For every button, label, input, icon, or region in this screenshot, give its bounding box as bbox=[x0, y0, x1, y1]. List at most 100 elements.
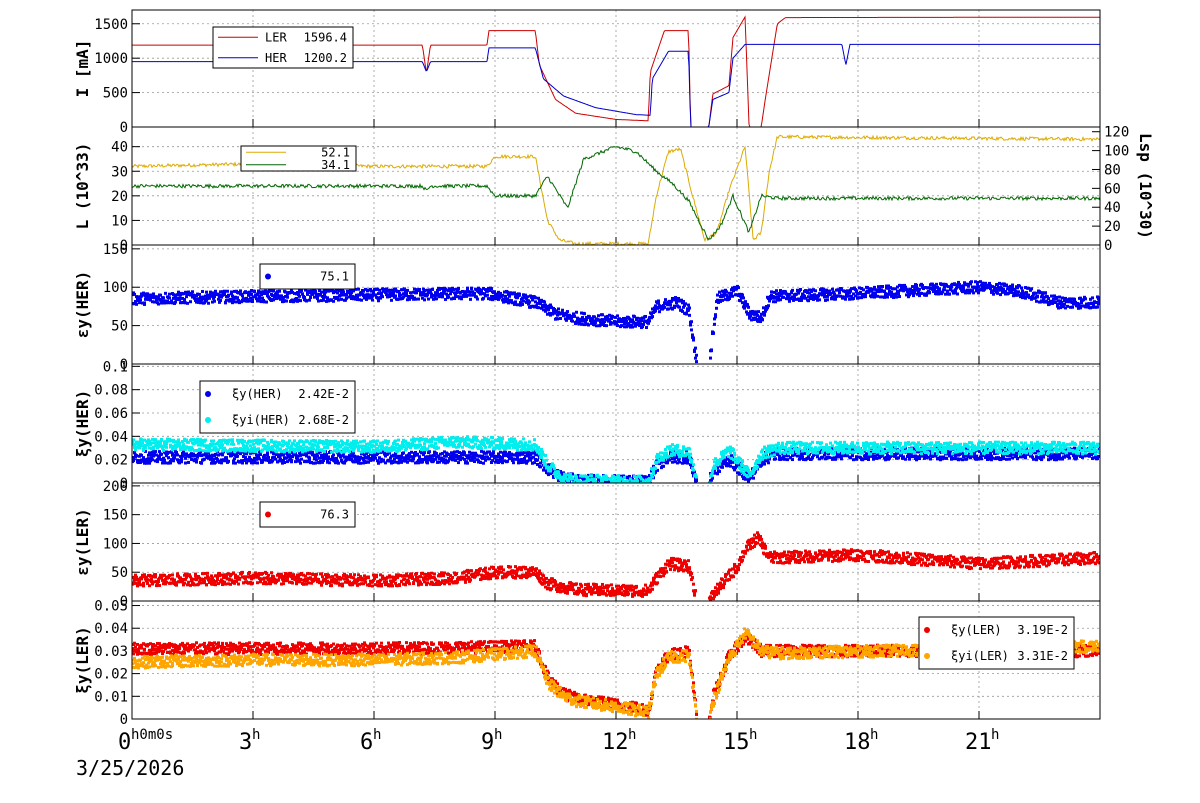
series-point bbox=[928, 291, 931, 294]
series-point bbox=[541, 450, 544, 453]
series-point bbox=[231, 438, 234, 441]
series-point bbox=[428, 450, 431, 453]
series-point bbox=[150, 442, 153, 445]
series-point bbox=[786, 458, 789, 461]
series-point bbox=[332, 300, 335, 303]
series-point bbox=[695, 360, 698, 363]
series-point bbox=[625, 319, 628, 322]
y-tick-label: 50 bbox=[111, 319, 128, 335]
series-point bbox=[614, 485, 617, 488]
series-point bbox=[1061, 296, 1064, 299]
series-point bbox=[280, 450, 283, 453]
series-point bbox=[399, 294, 402, 297]
series-point bbox=[514, 300, 517, 303]
y2-tick-label: 80 bbox=[1104, 162, 1121, 178]
series-point bbox=[274, 440, 277, 443]
series-point bbox=[178, 298, 181, 301]
series-point bbox=[575, 311, 578, 314]
series-point bbox=[172, 440, 175, 443]
series-point bbox=[775, 289, 778, 292]
series-point bbox=[223, 292, 226, 295]
series-point bbox=[1030, 298, 1033, 301]
series-point bbox=[544, 454, 547, 457]
series-point bbox=[308, 456, 311, 459]
series-point bbox=[895, 296, 898, 299]
series-point bbox=[500, 442, 503, 445]
series-point bbox=[734, 466, 737, 469]
series-point bbox=[214, 453, 217, 456]
series-point bbox=[689, 324, 692, 327]
series-point bbox=[1015, 454, 1018, 457]
data-layer bbox=[131, 280, 1102, 369]
series-point bbox=[639, 322, 642, 325]
series-point bbox=[154, 438, 157, 441]
series-point bbox=[857, 296, 860, 299]
series-point bbox=[474, 443, 477, 446]
series-point bbox=[479, 461, 482, 464]
series-point bbox=[553, 467, 556, 470]
legend-label: LER bbox=[265, 30, 287, 44]
series-point bbox=[346, 439, 349, 442]
series-point bbox=[405, 292, 408, 295]
series-point bbox=[775, 292, 778, 295]
series-point bbox=[468, 294, 471, 297]
series-point bbox=[213, 300, 216, 303]
series-point bbox=[886, 296, 889, 299]
series-point bbox=[309, 296, 312, 299]
series-point bbox=[466, 462, 469, 465]
series-point bbox=[865, 453, 868, 456]
series-point bbox=[384, 439, 387, 442]
series-point bbox=[597, 314, 600, 317]
series-point bbox=[162, 296, 165, 299]
series-point bbox=[737, 286, 740, 289]
series-point bbox=[616, 324, 619, 327]
series-point bbox=[375, 443, 378, 446]
series-point bbox=[203, 458, 206, 461]
series-point bbox=[918, 288, 921, 291]
series-point bbox=[414, 298, 417, 301]
series-point bbox=[440, 436, 443, 439]
series-point bbox=[357, 288, 360, 291]
series-point bbox=[694, 357, 697, 360]
series-point bbox=[713, 323, 716, 326]
series-point bbox=[898, 295, 901, 298]
series-point bbox=[767, 304, 770, 307]
series-point bbox=[648, 319, 651, 322]
series-point bbox=[160, 439, 163, 442]
series-point bbox=[528, 440, 531, 443]
series-point bbox=[187, 461, 190, 464]
series-point bbox=[144, 446, 147, 449]
series-point bbox=[599, 484, 602, 487]
series-point bbox=[139, 298, 142, 301]
series-point bbox=[571, 477, 574, 480]
series-point bbox=[456, 439, 459, 442]
series-point bbox=[718, 291, 721, 294]
series-point bbox=[257, 447, 260, 450]
series-point bbox=[961, 458, 964, 461]
series-point bbox=[980, 457, 983, 460]
series-point bbox=[751, 310, 754, 313]
series-point bbox=[135, 303, 138, 306]
series-point bbox=[345, 297, 348, 300]
series-point bbox=[741, 293, 744, 296]
series-point bbox=[138, 301, 141, 304]
series-point bbox=[721, 466, 724, 469]
series-point bbox=[609, 485, 612, 488]
series-point bbox=[453, 450, 456, 453]
series-point bbox=[337, 298, 340, 301]
series-point bbox=[712, 331, 715, 334]
series-point bbox=[198, 293, 201, 296]
series-point bbox=[1014, 290, 1017, 293]
series-point bbox=[598, 476, 601, 479]
series-point bbox=[427, 298, 430, 301]
series-point bbox=[767, 461, 770, 464]
series-point bbox=[392, 291, 395, 294]
series-point bbox=[393, 458, 396, 461]
series-point bbox=[522, 461, 525, 464]
series-point bbox=[977, 285, 980, 288]
series-point bbox=[464, 290, 467, 293]
y-tick-label: 0.02 bbox=[94, 453, 128, 469]
series-point bbox=[996, 292, 999, 295]
series-point bbox=[1066, 305, 1069, 308]
series-point bbox=[488, 457, 491, 460]
